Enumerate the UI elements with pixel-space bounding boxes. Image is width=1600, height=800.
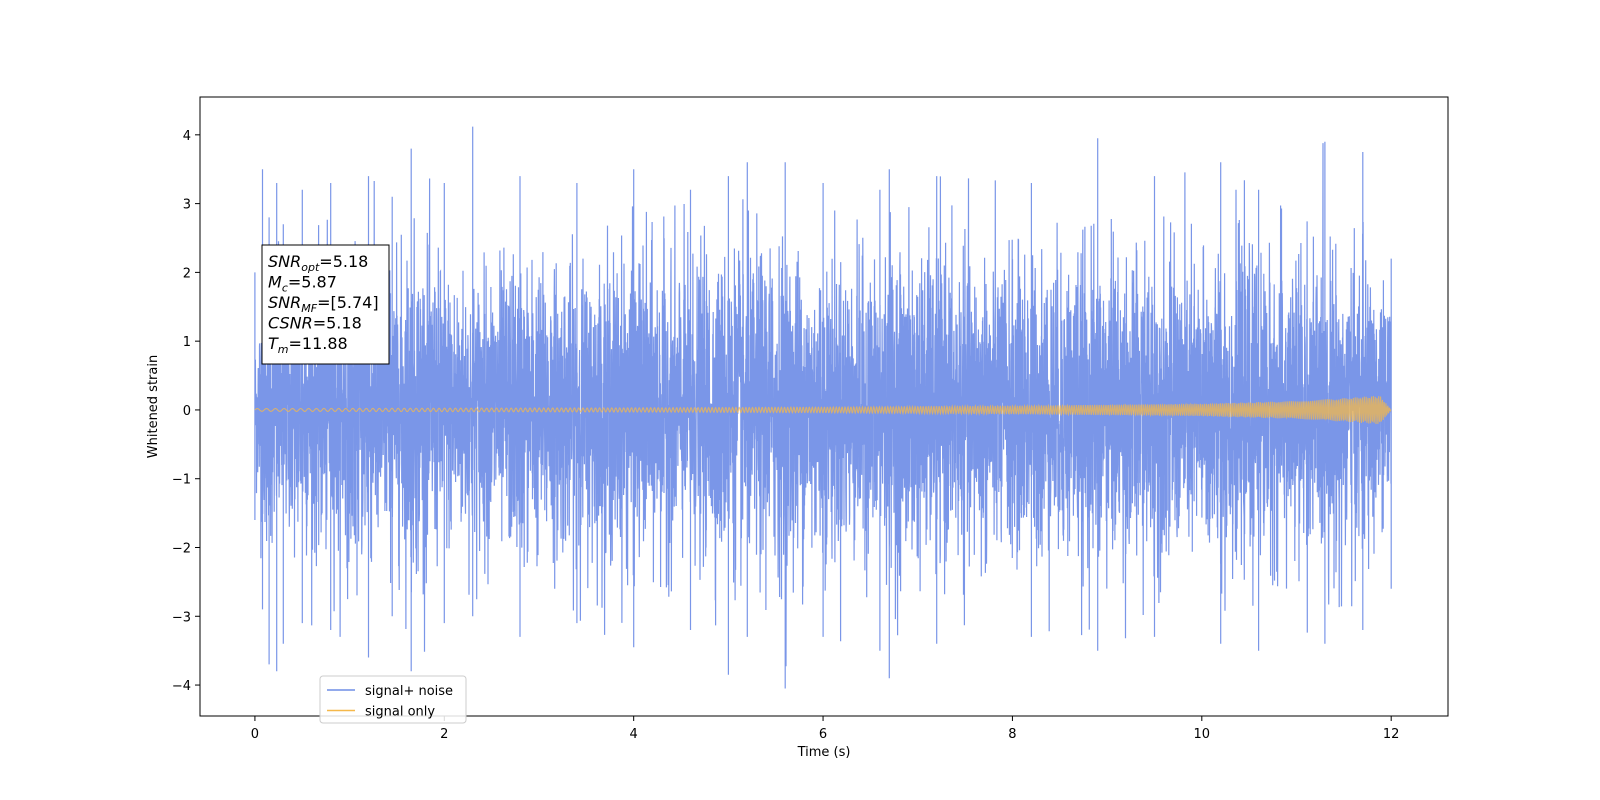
x-axis-ticks: 0 2 4 6 8 10 12 [251, 716, 1400, 742]
y-tick-label: 3 [183, 198, 191, 213]
x-tick-label: 6 [819, 727, 827, 742]
y-tick-label: −1 [172, 473, 191, 488]
y-tick-label: −2 [172, 541, 191, 556]
x-tick-label: 8 [1008, 727, 1016, 742]
annotation-box-frame [261, 244, 390, 365]
y-axis-label: Whitened strain [146, 355, 161, 458]
y-tick-label: 4 [183, 129, 191, 144]
y-tick-label: 0 [183, 404, 191, 419]
x-tick-label: 2 [440, 727, 448, 742]
series-signal-only-line [254, 395, 1392, 425]
plot-frame [199, 96, 1449, 717]
x-axis-label: Time (s) [797, 745, 851, 760]
y-axis-ticks: −4 −3 −2 −1 0 1 2 3 4 [172, 129, 200, 694]
legend-label: signal only [365, 705, 435, 720]
y-tick-label: −4 [172, 679, 191, 694]
y-tick-label: 2 [183, 266, 191, 281]
legend-frame [319, 675, 467, 724]
annotation-line: Mc=5.87 [268, 273, 337, 295]
legend-label: signal+ noise [365, 684, 453, 699]
plot-data [254, 126, 1392, 689]
annotation-line: CSNR=5.18 [268, 314, 362, 333]
x-tick-label: 0 [251, 727, 259, 742]
annotation-line: Tm=11.88 [268, 334, 348, 356]
annotation-line: SNRopt=5.18 [268, 252, 368, 274]
snr-annotation-box: SNRopt=5.18Mc=5.87SNRMF=[5.74]CSNR=5.18T… [261, 244, 390, 365]
x-tick-label: 10 [1194, 727, 1211, 742]
x-tick-label: 12 [1383, 727, 1400, 742]
legend: signal+ noise signal only [319, 675, 467, 724]
x-tick-label: 4 [630, 727, 638, 742]
y-tick-label: 1 [183, 335, 191, 350]
annotation-line: SNRMF=[5.74] [268, 293, 379, 315]
y-tick-label: −3 [172, 610, 191, 625]
